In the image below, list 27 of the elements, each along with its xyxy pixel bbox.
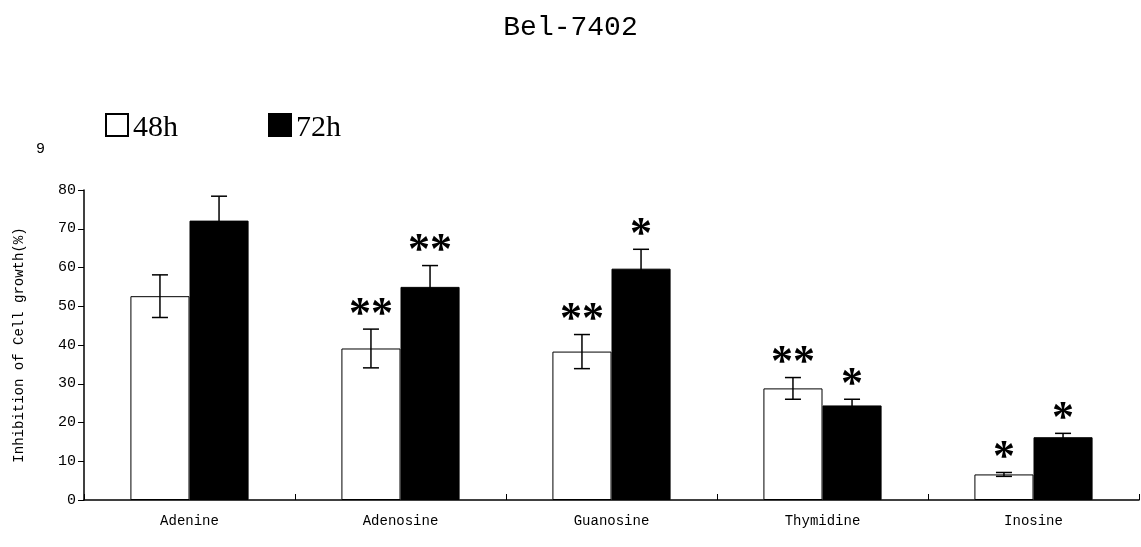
x-tick-label: Inosine [1004,513,1063,529]
y-tick-label: 0 [66,491,76,509]
data-label: ** [348,287,393,337]
chart-title: Bel-7402 [503,11,638,43]
legend-label: 72h [296,108,341,142]
data-label: ** [559,293,604,343]
data-label: * [841,357,864,407]
y-tick-label: 60 [57,259,76,276]
data-label: ** [408,224,453,274]
x-tick-label: Adenosine [362,513,439,529]
legend-label: 48h [133,108,178,142]
text: 9 [36,141,46,158]
data-label: ** [770,336,815,386]
y-tick-label: 10 [57,452,76,470]
y-tick-label: 40 [57,336,76,354]
data-label: * [630,207,653,257]
data-label: * [992,430,1015,480]
y-tick-label: 80 [57,181,76,199]
y-axis-title: Inhibition of Cell growth(%) [11,227,27,463]
y-tick-label: 70 [57,220,76,238]
y-tick-label: 20 [57,414,76,431]
y-tick-label: 50 [57,297,76,315]
x-tick-label: Guanosine [573,513,650,529]
x-tick-label: Thymidine [784,513,861,529]
data-label: * [1052,391,1075,441]
x-tick-label: Adenine [160,513,219,529]
y-tick-label: 30 [57,375,76,393]
